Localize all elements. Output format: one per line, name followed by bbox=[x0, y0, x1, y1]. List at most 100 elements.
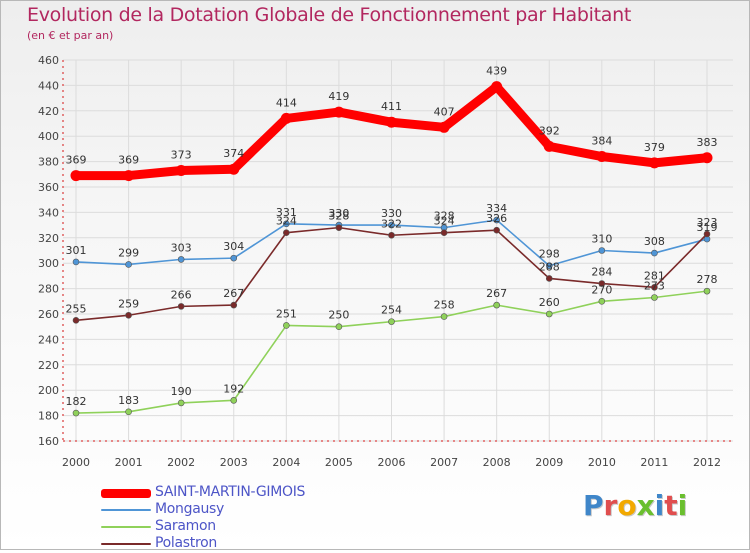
data-point bbox=[703, 230, 711, 238]
data-point bbox=[438, 121, 450, 133]
x-tick-label: 2008 bbox=[483, 456, 511, 469]
legend-label: SAINT-MARTIN-GIMOIS bbox=[155, 484, 306, 500]
data-point bbox=[545, 310, 553, 318]
x-tick-label: 2001 bbox=[115, 456, 143, 469]
data-point bbox=[648, 157, 660, 169]
y-tick-labels: 160 180 200 220 240 260 280 300 320 340 360 380 400 4… bbox=[38, 54, 59, 448]
data-label: 369 bbox=[66, 154, 87, 167]
data-label: 270 bbox=[591, 283, 612, 296]
data-point bbox=[596, 151, 608, 163]
data-point bbox=[333, 106, 345, 118]
data-label: 259 bbox=[118, 297, 139, 310]
data-label: 330 bbox=[328, 207, 349, 220]
data-label: 324 bbox=[276, 215, 297, 228]
data-point bbox=[598, 280, 606, 287]
data-label: 328 bbox=[434, 210, 455, 223]
data-label: 322 bbox=[381, 217, 402, 230]
data-point bbox=[651, 284, 658, 291]
data-point bbox=[440, 229, 448, 237]
data-label: 407 bbox=[434, 105, 455, 118]
data-label: 331 bbox=[276, 206, 297, 219]
data-label: 288 bbox=[539, 260, 560, 273]
data-point bbox=[283, 220, 290, 228]
data-point bbox=[177, 303, 185, 310]
data-point bbox=[491, 81, 503, 93]
data-point bbox=[125, 408, 132, 416]
legend-item: SAINT-MARTIN-GIMOIS bbox=[101, 484, 361, 502]
data-label: 319 bbox=[697, 221, 718, 234]
data-label: 411 bbox=[381, 100, 402, 113]
series-group bbox=[70, 81, 713, 417]
x-tick-label: 2006 bbox=[378, 456, 406, 469]
y-tick-label: 200 bbox=[38, 384, 59, 397]
data-label: 303 bbox=[171, 241, 192, 254]
logo-letter: o bbox=[617, 489, 637, 522]
legend-swatch bbox=[101, 488, 151, 498]
y-tick-label: 460 bbox=[38, 54, 59, 67]
data-label: 258 bbox=[434, 299, 455, 312]
data-point bbox=[701, 152, 713, 164]
data-label: 392 bbox=[539, 124, 560, 137]
data-point bbox=[283, 322, 290, 329]
line-chart: 160 180 200 220 240 260 280 300 320 340 360 380 400 4… bbox=[38, 54, 733, 469]
data-label: 267 bbox=[223, 287, 244, 300]
data-point bbox=[280, 112, 292, 124]
data-label: 323 bbox=[697, 216, 718, 229]
data-label: 419 bbox=[328, 90, 349, 103]
data-label: 310 bbox=[591, 233, 612, 246]
data-point bbox=[545, 275, 553, 282]
x-tick-label: 2002 bbox=[167, 456, 195, 469]
x-tick-label: 2007 bbox=[430, 456, 458, 469]
data-label: 251 bbox=[276, 307, 297, 320]
data-label: 369 bbox=[118, 154, 139, 167]
data-label: 299 bbox=[118, 246, 139, 259]
data-point bbox=[125, 311, 132, 319]
data-point bbox=[72, 409, 80, 417]
data-label: 373 bbox=[171, 148, 192, 161]
data-label: 281 bbox=[644, 269, 665, 282]
data-point bbox=[335, 323, 343, 331]
data-point bbox=[493, 226, 500, 234]
x-tick-label: 2000 bbox=[62, 456, 90, 469]
proxiti-logo: Proxiti bbox=[583, 489, 687, 522]
data-point bbox=[125, 261, 132, 268]
data-label: 439 bbox=[486, 65, 507, 78]
legend-label: Polastron bbox=[155, 535, 217, 551]
legend-label: Mongausy bbox=[155, 501, 225, 517]
data-point bbox=[493, 301, 500, 309]
x-tick-label: 2005 bbox=[325, 456, 353, 469]
plot-area bbox=[63, 60, 733, 441]
logo-letter: t bbox=[664, 489, 678, 522]
data-label: 183 bbox=[118, 394, 139, 407]
legend-item: Polastron bbox=[101, 535, 361, 553]
x-tick-label: 2003 bbox=[220, 456, 248, 469]
data-label: 267 bbox=[486, 287, 507, 300]
data-label: 304 bbox=[223, 240, 244, 253]
legend-swatch bbox=[101, 543, 151, 545]
data-labels: 369 369 373 374 414 419 411 407 439 392 384 379 383 3… bbox=[66, 65, 718, 408]
y-tick-label: 360 bbox=[38, 181, 59, 194]
chart-subtitle: (en € et par an) bbox=[27, 29, 114, 42]
y-tick-label: 340 bbox=[38, 206, 59, 219]
data-label: 255 bbox=[66, 302, 87, 315]
data-point bbox=[703, 287, 711, 295]
y-tick-label: 420 bbox=[38, 105, 59, 118]
legend: SAINT-MARTIN-GIMOIS Mongausy Saramon Polast… bbox=[101, 484, 361, 553]
logo-letter: r bbox=[603, 489, 618, 522]
legend-swatch bbox=[101, 509, 151, 511]
y-tick-label: 160 bbox=[38, 435, 59, 448]
data-label: 330 bbox=[381, 207, 402, 220]
data-point bbox=[388, 221, 395, 229]
y-tick-label: 220 bbox=[38, 359, 59, 372]
x-tick-label: 2010 bbox=[588, 456, 616, 469]
data-label: 260 bbox=[539, 296, 560, 309]
data-label: 379 bbox=[644, 141, 665, 154]
data-label: 334 bbox=[486, 202, 507, 215]
data-point bbox=[651, 294, 658, 301]
data-label: 250 bbox=[328, 309, 349, 322]
logo-letter: i bbox=[677, 489, 688, 522]
data-label: 326 bbox=[486, 212, 507, 225]
data-point bbox=[72, 258, 80, 266]
x-tick-label: 2009 bbox=[535, 456, 563, 469]
